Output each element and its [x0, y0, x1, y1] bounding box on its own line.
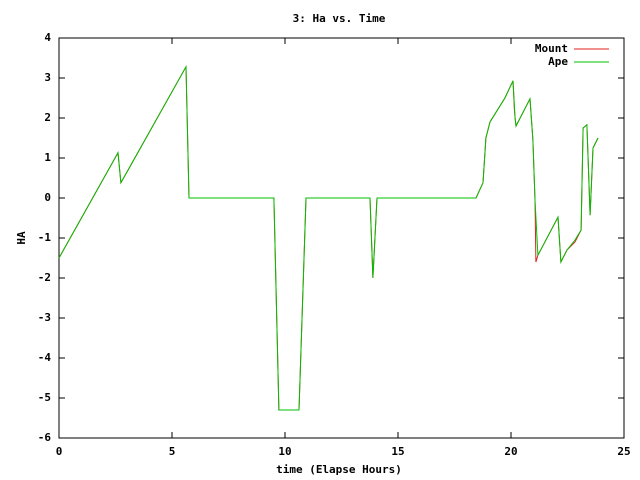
x-tick-label: 15: [391, 445, 404, 458]
y-tick-label: -6: [38, 431, 52, 444]
y-axis-label: HA: [15, 231, 28, 245]
x-tick-label: 20: [504, 445, 517, 458]
series-line: [58, 64, 599, 411]
x-axis-label: time (Elapse Hours): [276, 463, 402, 476]
y-tick-label: -3: [38, 311, 51, 324]
legend-label: Ape: [548, 55, 568, 68]
y-tick-label: 3: [44, 71, 51, 84]
legend-label: Mount: [535, 42, 568, 55]
x-tick-label: 25: [617, 445, 630, 458]
y-tick-label: -4: [38, 351, 52, 364]
series-line: [58, 64, 599, 411]
x-tick-label: 10: [278, 445, 291, 458]
x-tick-label: 0: [56, 445, 63, 458]
x-tick-label: 5: [169, 445, 176, 458]
y-tick-label: -2: [38, 271, 51, 284]
y-tick-label: 1: [44, 151, 51, 164]
y-tick-label: -5: [38, 391, 51, 404]
y-tick-label: -1: [38, 231, 52, 244]
y-tick-label: 0: [44, 191, 51, 204]
chart-title: 3: Ha vs. Time: [293, 12, 386, 25]
y-tick-label: 4: [44, 31, 51, 44]
plot-border: [58, 37, 625, 439]
y-tick-label: 2: [44, 111, 51, 124]
